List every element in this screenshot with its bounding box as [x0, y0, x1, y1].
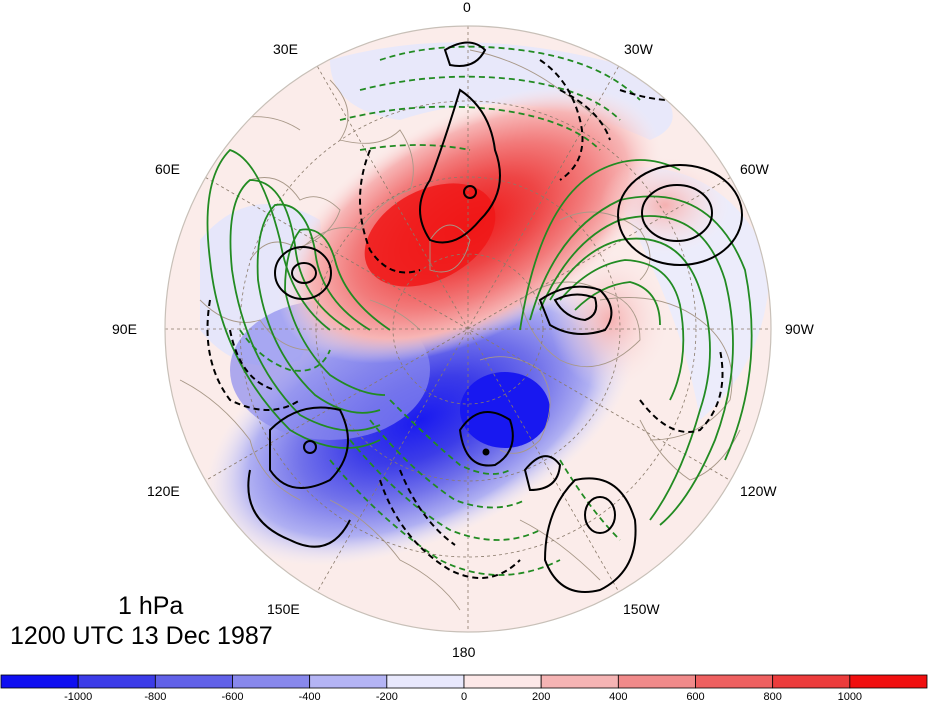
lon-label-180: 180 — [452, 644, 476, 660]
colorbar-tick-label: -400 — [299, 691, 321, 702]
colorbar-tick-label: 800 — [763, 691, 781, 702]
lon-label-30e: 30E — [273, 41, 298, 57]
colorbar-swatch — [386, 674, 465, 689]
lon-label-150e: 150E — [267, 601, 300, 617]
lon-label-60w: 60W — [740, 161, 770, 177]
colorbar-swatches — [0, 674, 928, 689]
colorbar-tick-label: 600 — [686, 691, 704, 702]
colorbar-swatch — [154, 674, 233, 689]
colorbar-swatch — [77, 674, 156, 689]
lon-label-90w: 90W — [785, 321, 815, 337]
valid-time-label: 1200 UTC 13 Dec 1987 — [10, 622, 273, 650]
colorbar-swatch — [232, 674, 311, 689]
colorbar-swatch — [309, 674, 388, 689]
colorbar-tick-label: 400 — [609, 691, 627, 702]
colorbar-tick-label: -600 — [221, 691, 243, 702]
lon-label-120w: 120W — [740, 483, 777, 499]
colorbar-ticks: -1000 -800 -600 -400 -200 0 200 400 600 800 1000 — [64, 691, 862, 702]
colorbar-swatch — [772, 674, 851, 689]
lon-label-60e: 60E — [155, 161, 180, 177]
lon-label-150w: 150W — [623, 601, 660, 617]
black-contours — [206, 41, 743, 593]
colorbar-swatch — [0, 674, 79, 689]
colorbar-tick-label: 1000 — [838, 691, 862, 702]
colorbar-tick-label: 200 — [532, 691, 550, 702]
lon-label-120e: 120E — [147, 483, 180, 499]
graticule — [165, 26, 771, 632]
colorbar-swatch — [463, 674, 542, 689]
colorbar-swatch — [849, 674, 928, 689]
map-boundary — [164, 25, 772, 633]
colorbar-swatch — [695, 674, 774, 689]
colorbar-tick-label: 0 — [461, 691, 467, 702]
colorbar: -1000 -800 -600 -400 -200 0 200 400 600 800 1000 — [0, 674, 928, 702]
lon-label-90e: 90E — [112, 321, 137, 337]
green-contours — [206, 45, 753, 576]
colorbar-tick-label: -1000 — [64, 691, 92, 702]
colorbar-tick-label: -200 — [376, 691, 398, 702]
colorbar-swatch — [540, 674, 619, 689]
longitude-labels: 0 30W 60W 90W 120W 150W 180 150E 120E 90… — [112, 0, 815, 660]
lon-label-0: 0 — [463, 0, 471, 15]
pressure-level-label: 1 hPa — [118, 592, 184, 620]
lon-label-30w: 30W — [624, 41, 654, 57]
colorbar-tick-label: -800 — [144, 691, 166, 702]
colorbar-swatch — [617, 674, 696, 689]
